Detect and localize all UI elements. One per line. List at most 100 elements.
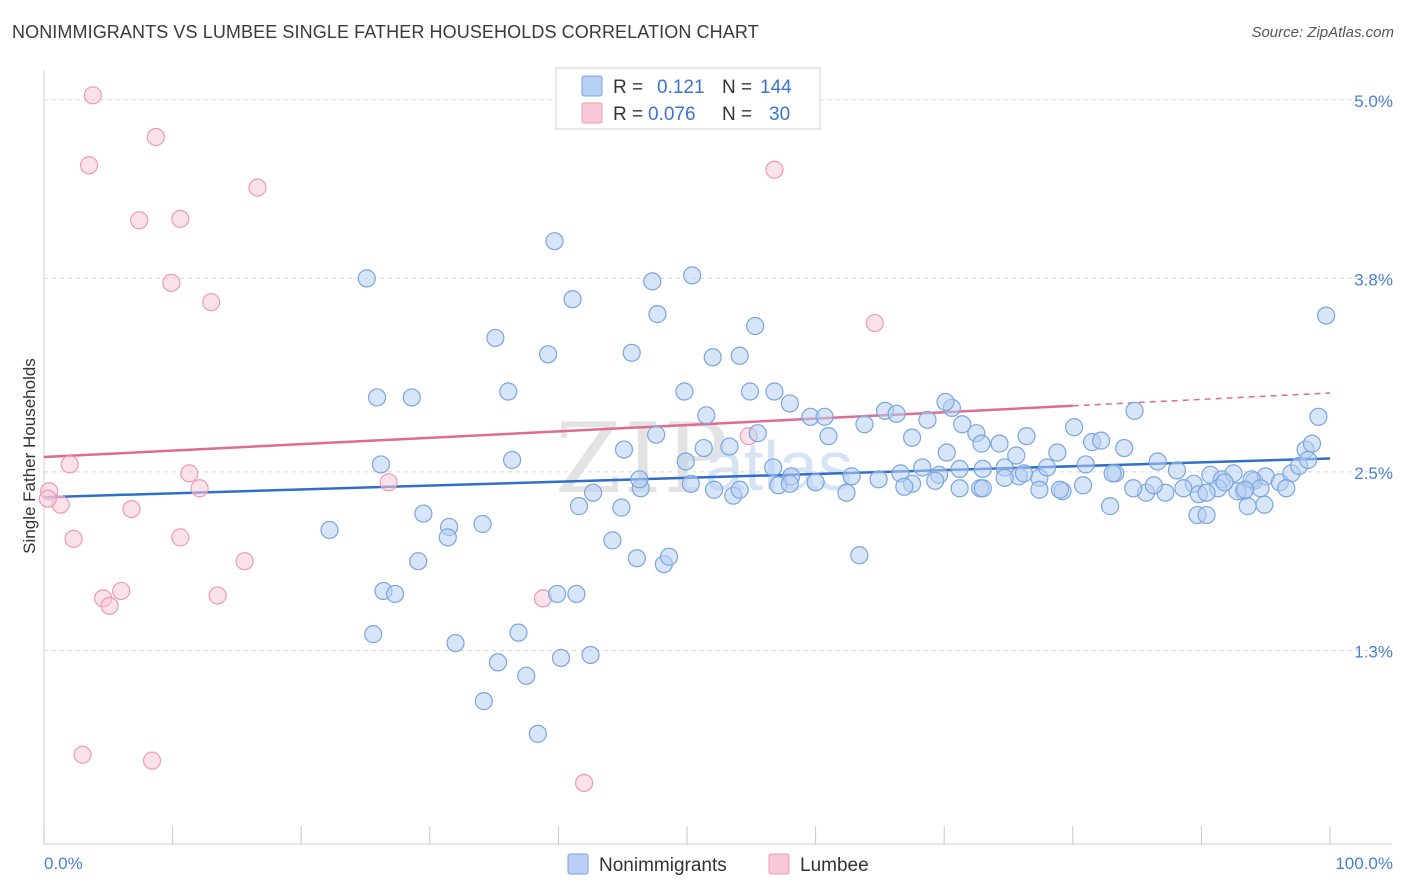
nonimmigrants-point — [567, 584, 586, 604]
nonimmigrants-point — [627, 549, 646, 568]
nonimmigrants-point — [953, 415, 972, 434]
lumbee-point — [79, 156, 99, 175]
nonimmigrants-point — [1100, 497, 1120, 516]
nonimmigrants-point — [1007, 446, 1026, 465]
lumbee-point — [208, 586, 227, 605]
nonimmigrants-point — [676, 452, 695, 471]
nonimmigrants-point — [438, 528, 457, 547]
legend-n-label-2: N = — [722, 104, 752, 125]
nonimmigrants-point — [1037, 458, 1057, 477]
nonimmigrants-point — [850, 546, 869, 565]
nonimmigrants-point — [1277, 479, 1296, 498]
nonimmigrants-point — [614, 440, 634, 459]
nonimmigrants-point — [1048, 443, 1067, 462]
nonimmigrants-point — [1215, 473, 1234, 492]
nonimmigrants-point — [780, 474, 799, 493]
lumbee-point — [142, 751, 162, 770]
nonimmigrants-point — [681, 474, 700, 493]
nonimmigrants-point — [545, 232, 564, 251]
x-tick-label-max: 100.0% — [1335, 854, 1393, 873]
legend-n-label-1: N = — [722, 77, 752, 98]
chart-title: NONIMMIGRANTS VS LUMBEE SINGLE FATHER HO… — [12, 22, 759, 42]
legend-swatch-nonimmigrants — [581, 75, 603, 97]
nonimmigrants-point — [659, 547, 679, 566]
nonimmigrants-point — [730, 480, 749, 499]
nonimmigrants-point — [837, 483, 856, 502]
bottom-legend-label-lumbee: Lumbee — [800, 855, 869, 876]
nonimmigrants-point — [1115, 438, 1134, 458]
nonimmigrants-point — [1064, 418, 1084, 437]
nonimmigrants-point — [320, 520, 339, 540]
lumbee-point — [73, 745, 92, 764]
nonimmigrants-point — [517, 666, 536, 685]
lumbee-point — [146, 127, 165, 147]
nonimmigrants-point — [643, 272, 662, 291]
nonimmigrants-point — [780, 394, 799, 413]
nonimmigrants-point — [815, 407, 834, 426]
nonimmigrants-point — [409, 552, 428, 571]
lumbee-point — [60, 455, 79, 474]
nonimmigrants-point — [622, 343, 641, 362]
nonimmigrants-point — [694, 438, 713, 458]
nonimmigrants-point — [697, 406, 716, 425]
bottom-legend-swatch-nonimmigrants — [567, 853, 589, 875]
legend-r-value-2: 0.076 — [648, 104, 696, 125]
nonimmigrants-point — [1167, 461, 1187, 480]
bottom-legend-label-nonimmigrants: Nonimmigrants — [599, 855, 727, 876]
nonimmigrants-point — [528, 724, 547, 743]
nonimmigrants-point — [1309, 407, 1328, 426]
lumbee-point — [83, 86, 102, 105]
nonimmigrants-point — [936, 392, 955, 412]
nonimmigrants-point — [473, 514, 492, 534]
nonimmigrants-point — [1302, 434, 1322, 453]
y-tick-label: 2.5% — [1354, 464, 1393, 483]
nonimmigrants-point — [1236, 480, 1255, 499]
nonimmigrants-point — [926, 471, 945, 490]
lumbee-point — [38, 489, 57, 508]
legend-r-label-2: R = — [613, 104, 643, 125]
nonimmigrants-point — [730, 346, 749, 365]
lumbee-point — [64, 529, 83, 548]
nonimmigrants-point — [819, 427, 838, 446]
nonimmigrants-point — [1317, 306, 1336, 325]
nonimmigrants-point — [746, 316, 765, 336]
nonimmigrants-point — [995, 468, 1014, 487]
nonimmigrants-point — [937, 443, 956, 462]
nonimmigrants-point — [551, 648, 571, 668]
nonimmigrants-point — [584, 483, 603, 502]
nonimmigrants-point — [569, 497, 589, 516]
nonimmigrants-point — [548, 584, 567, 604]
nonimmigrants-point — [869, 470, 888, 489]
nonimmigrants-point — [765, 382, 784, 401]
nonimmigrants-point — [446, 633, 465, 653]
nonimmigrants-point — [603, 531, 622, 550]
nonimmigrants-point — [806, 473, 825, 492]
y-tick-labels: 1.3% 2.5% 3.8% 5.0% — [1354, 92, 1393, 662]
nonimmigrants-point — [1238, 497, 1257, 516]
legend-swatch-lumbee — [581, 102, 603, 124]
nonimmigrants-point — [1251, 479, 1270, 498]
nonimmigrants-point — [539, 345, 558, 364]
nonimmigrants-point — [918, 410, 937, 429]
legend-n-value-2: 30 — [769, 104, 790, 125]
lumbee-point — [122, 499, 141, 519]
nonimmigrants-point — [1017, 427, 1036, 446]
nonimmigrants-point — [950, 479, 969, 498]
nonimmigrants-point — [895, 477, 914, 496]
lumbee-trend-line-extension — [1072, 392, 1331, 407]
lumbee-point — [865, 313, 884, 333]
nonimmigrants-point — [913, 458, 932, 477]
legend-r-value-1: 0.121 — [657, 77, 705, 98]
nonimmigrants-point — [887, 404, 906, 423]
lumbee-point — [248, 178, 267, 197]
nonimmigrants-point — [1299, 450, 1318, 470]
y-axis-label: Single Father Households — [20, 358, 39, 554]
nonimmigrants-point — [675, 382, 694, 401]
nonimmigrants-point — [703, 348, 722, 367]
nonimmigrants-point — [1050, 480, 1070, 499]
nonimmigrants-point — [1255, 495, 1274, 514]
x-tick-label-min: 0.0% — [44, 854, 83, 873]
nonimmigrants-point — [1125, 401, 1144, 420]
nonimmigrants-point — [1144, 476, 1163, 495]
lumbee-point — [112, 581, 131, 601]
